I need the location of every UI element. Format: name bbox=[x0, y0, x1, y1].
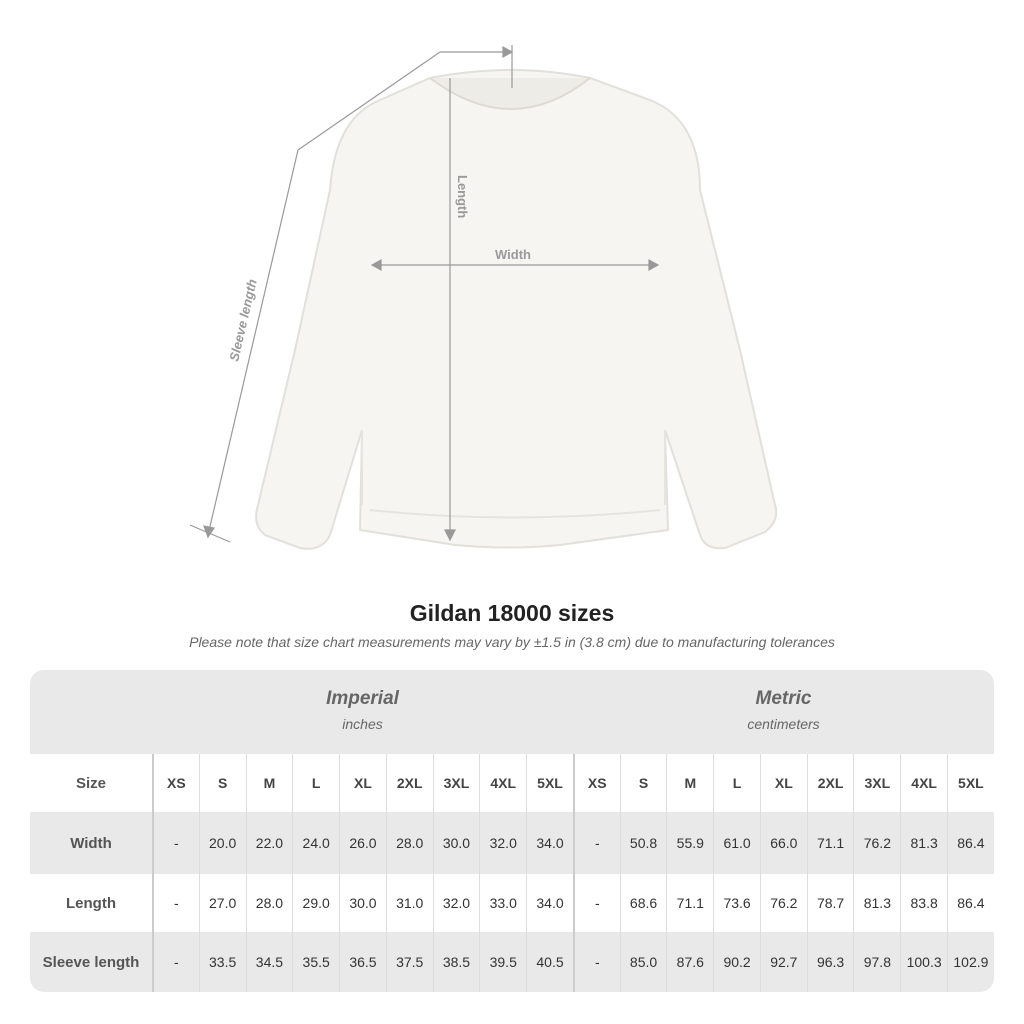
table-cell: 31.0 bbox=[385, 874, 433, 932]
sleeve-length-label: Sleeve length bbox=[226, 278, 259, 363]
size-header-cell: 4XL bbox=[900, 754, 947, 812]
size-chart-table: Imperial inches Metric centimeters Size X… bbox=[30, 670, 994, 992]
metric-title: Metric bbox=[755, 688, 812, 709]
row-label: Size bbox=[75, 774, 106, 792]
sweatshirt-illustration bbox=[255, 69, 778, 550]
size-header-cell: L bbox=[713, 754, 760, 812]
table-row: Width -20.0 22.0 24.0 26.0 28.0 30.0 32.0 34.0-5… bbox=[30, 812, 994, 874]
table-row: Length -27.0 28.0 29.0 30.0 31.0 32.0 33.0 34.0-… bbox=[30, 874, 994, 932]
size-header-cell: XL bbox=[759, 754, 807, 812]
table-cell: - bbox=[572, 874, 620, 932]
size-header-cell: 2XL bbox=[385, 754, 433, 812]
row-label: Length bbox=[66, 894, 116, 912]
size-header-cell: XS bbox=[152, 754, 199, 812]
metric-header: Metric centimeters bbox=[573, 670, 994, 754]
table-cell: 39.5 bbox=[479, 932, 526, 992]
table-cell: 81.3 bbox=[853, 874, 900, 932]
table-cell: 90.2 bbox=[713, 932, 760, 992]
table-cell: 29.0 bbox=[292, 874, 339, 932]
size-header-cell: S bbox=[619, 754, 667, 812]
table-cell: 71.1 bbox=[666, 874, 713, 932]
table-row: Sleeve length -33.5 34.5 35.5 36.5 37.5 38.5 39… bbox=[30, 932, 994, 992]
table-cell: 97.8 bbox=[853, 932, 900, 992]
table-cell: 30.0 bbox=[432, 812, 480, 874]
table-cell: 24.0 bbox=[292, 812, 339, 874]
table-cell: - bbox=[152, 812, 199, 874]
table-cell: 30.0 bbox=[339, 874, 386, 932]
size-header-cell: 2XL bbox=[806, 754, 854, 812]
table-cell: 35.5 bbox=[292, 932, 339, 992]
table-cell: 22.0 bbox=[245, 812, 293, 874]
size-header-cell: XL bbox=[339, 754, 386, 812]
size-header-row: Size XS S M L XL 2XL 3XL 4XL 5XL XS S M L XL 2XL 3XL 4XL 5… bbox=[30, 754, 994, 812]
size-header-cell: XS bbox=[572, 754, 620, 812]
tolerance-note: Please note that size chart measurements… bbox=[189, 634, 835, 650]
imperial-unit: inches bbox=[342, 716, 383, 732]
table-cell: 73.6 bbox=[713, 874, 760, 932]
table-cell: 27.0 bbox=[198, 874, 246, 932]
table-cell: 68.6 bbox=[619, 874, 667, 932]
row-label: Sleeve length bbox=[42, 953, 140, 971]
table-cell: 76.2 bbox=[853, 812, 900, 874]
row-label: Width bbox=[70, 834, 112, 852]
table-cell: 55.9 bbox=[666, 812, 713, 874]
size-header-cell: 5XL bbox=[947, 754, 994, 812]
imperial-title: Imperial bbox=[326, 688, 399, 709]
size-header-cell: 4XL bbox=[479, 754, 526, 812]
table-cell: 87.6 bbox=[666, 932, 713, 992]
table-cell: 50.8 bbox=[619, 812, 667, 874]
table-cell: 37.5 bbox=[385, 932, 433, 992]
size-header-cell: M bbox=[666, 754, 713, 812]
table-cell: 100.3 bbox=[900, 932, 947, 992]
table-cell: 36.5 bbox=[339, 932, 386, 992]
size-header-cell: L bbox=[292, 754, 339, 812]
table-cell: 83.8 bbox=[900, 874, 947, 932]
table-cell: 85.0 bbox=[619, 932, 667, 992]
table-cell: 40.5 bbox=[526, 932, 573, 992]
size-header-cell: 3XL bbox=[432, 754, 480, 812]
table-cell: 33.0 bbox=[479, 874, 526, 932]
size-header-cell: M bbox=[245, 754, 293, 812]
length-label: Length bbox=[455, 175, 470, 218]
measurement-lines bbox=[189, 45, 660, 543]
table-cell: 38.5 bbox=[432, 932, 480, 992]
table-cell: 76.2 bbox=[759, 874, 807, 932]
table-cell: - bbox=[572, 812, 620, 874]
metric-unit: centimeters bbox=[747, 716, 820, 732]
table-cell: 33.5 bbox=[198, 932, 246, 992]
size-header-cell: 5XL bbox=[526, 754, 573, 812]
size-header-cell: 3XL bbox=[853, 754, 900, 812]
table-cell: 92.7 bbox=[759, 932, 807, 992]
table-cell: 81.3 bbox=[900, 812, 947, 874]
table-cell: 102.9 bbox=[947, 932, 994, 992]
table-cell: 34.5 bbox=[245, 932, 293, 992]
width-label: Width bbox=[495, 247, 531, 262]
table-cell: 28.0 bbox=[245, 874, 293, 932]
table-cell: - bbox=[152, 874, 199, 932]
table-cell: - bbox=[152, 932, 199, 992]
table-cell: 96.3 bbox=[806, 932, 854, 992]
table-cell: 78.7 bbox=[806, 874, 854, 932]
table-cell: 20.0 bbox=[198, 812, 246, 874]
table-cell: 34.0 bbox=[526, 874, 573, 932]
page-title: Gildan 18000 sizes bbox=[409, 600, 615, 626]
table-cell: 32.0 bbox=[479, 812, 526, 874]
sweatshirt-diagram: Length Width Sleeve length bbox=[189, 45, 778, 550]
table-cell: - bbox=[572, 932, 620, 992]
table-cell: 66.0 bbox=[759, 812, 807, 874]
table-cell: 32.0 bbox=[432, 874, 480, 932]
table-cell: 34.0 bbox=[526, 812, 573, 874]
table-cell: 28.0 bbox=[385, 812, 433, 874]
size-header-cell: S bbox=[198, 754, 246, 812]
imperial-header: Imperial inches bbox=[152, 670, 573, 754]
table-cell: 26.0 bbox=[339, 812, 386, 874]
table-cell: 86.4 bbox=[947, 812, 994, 874]
table-cell: 61.0 bbox=[713, 812, 760, 874]
table-cell: 86.4 bbox=[947, 874, 994, 932]
table-cell: 71.1 bbox=[806, 812, 854, 874]
